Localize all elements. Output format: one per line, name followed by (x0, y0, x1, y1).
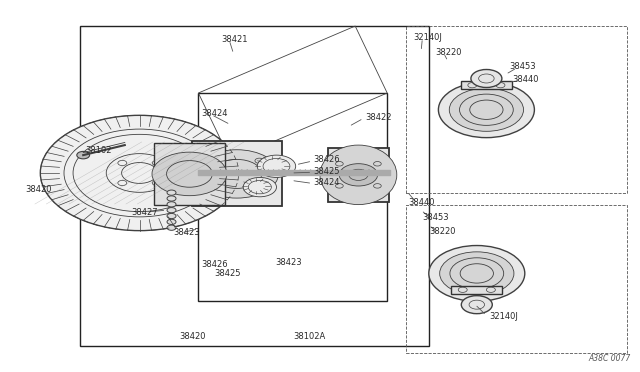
Text: 32140J: 32140J (490, 312, 518, 321)
Circle shape (243, 177, 276, 197)
Bar (461, 81, 512, 89)
Circle shape (339, 164, 378, 186)
Circle shape (244, 179, 268, 193)
Circle shape (40, 115, 239, 231)
Text: 38427: 38427 (131, 208, 158, 217)
Ellipse shape (320, 145, 397, 205)
Circle shape (167, 225, 176, 230)
Circle shape (440, 252, 514, 295)
Text: 38420: 38420 (179, 332, 205, 341)
Text: 38423: 38423 (173, 228, 200, 237)
Text: 38220: 38220 (435, 48, 461, 57)
Circle shape (257, 155, 296, 177)
Text: 32140J: 32140J (413, 33, 442, 42)
Circle shape (449, 88, 524, 131)
Circle shape (152, 152, 227, 196)
Circle shape (438, 82, 534, 138)
Text: 38426: 38426 (202, 260, 228, 269)
Circle shape (167, 202, 176, 207)
Text: 38453: 38453 (509, 62, 536, 71)
Text: 38425: 38425 (314, 167, 340, 176)
Bar (328, 148, 389, 202)
Text: 38102: 38102 (85, 146, 111, 155)
Bar (406, 26, 627, 193)
Text: 38425: 38425 (214, 269, 241, 278)
Circle shape (258, 157, 286, 174)
Circle shape (195, 150, 278, 198)
Bar (192, 141, 282, 206)
Circle shape (461, 296, 492, 314)
Circle shape (167, 219, 176, 224)
Text: 38422: 38422 (365, 113, 391, 122)
Bar (154, 143, 225, 205)
Circle shape (471, 70, 502, 87)
Bar (198, 93, 387, 301)
Text: 38421: 38421 (221, 35, 247, 44)
Text: 38420: 38420 (26, 185, 52, 194)
Text: 38220: 38220 (429, 227, 455, 236)
Text: 38424: 38424 (314, 178, 340, 187)
Text: 38440: 38440 (512, 76, 538, 84)
Circle shape (167, 190, 176, 195)
Text: A38C 0077: A38C 0077 (588, 354, 630, 363)
Text: 38424: 38424 (202, 109, 228, 118)
Text: 38440: 38440 (408, 198, 435, 207)
Circle shape (167, 214, 176, 219)
Text: 38423: 38423 (275, 258, 302, 267)
Circle shape (167, 208, 176, 213)
Text: 38426: 38426 (314, 155, 340, 164)
Text: 38102A: 38102A (293, 332, 325, 341)
Bar (451, 286, 502, 294)
Bar (80, 26, 429, 346)
Circle shape (77, 151, 90, 159)
Text: 38453: 38453 (422, 213, 449, 222)
Bar (406, 205, 627, 353)
Circle shape (167, 196, 176, 201)
Circle shape (429, 246, 525, 301)
